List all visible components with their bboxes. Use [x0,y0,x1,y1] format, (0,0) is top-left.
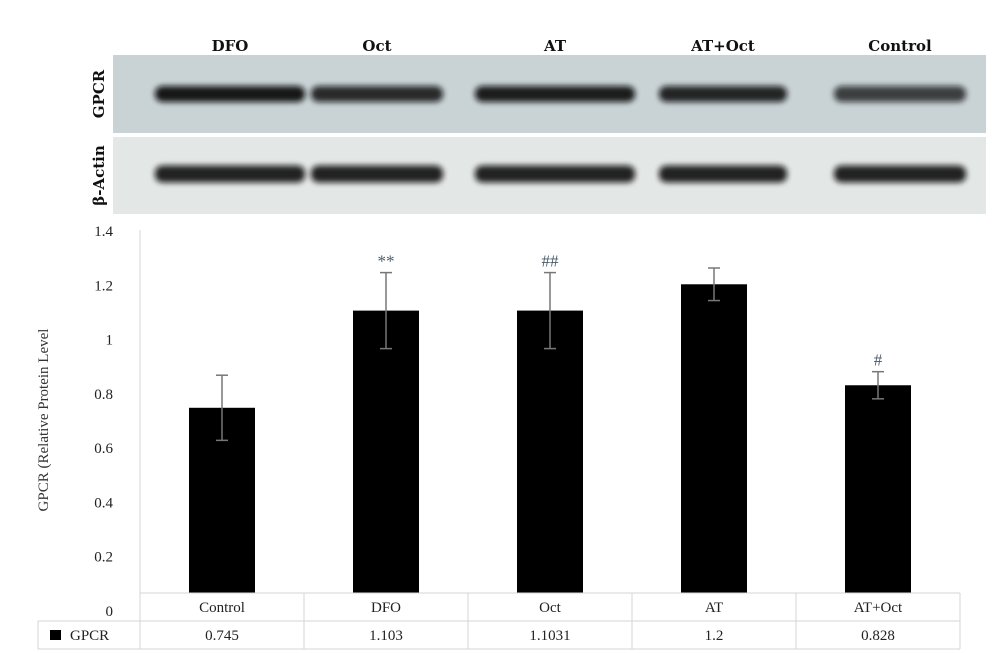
protein-band [659,165,787,183]
y-tick-label: 1.2 [94,278,113,294]
y-tick-label: 0 [106,604,114,620]
legend-label: GPCR [70,628,109,644]
lane-label: DFO [212,37,249,55]
lane-label: Oct [362,37,391,55]
data-table-value: 0.745 [205,628,239,644]
category-label: AT [705,600,723,616]
lane-label: AT+Oct [690,37,755,55]
western-blot-image: DFO Oct AT AT+Oct Control GPCR β-Actin [90,37,986,214]
lane-label: Control [868,37,932,55]
significance-marker: ** [378,252,395,271]
bar [353,310,419,593]
significance-marker: ## [542,252,560,271]
bar [517,310,583,593]
data-table-value: 1.103 [369,628,403,644]
protein-band [475,86,635,102]
protein-band [311,165,443,183]
legend-swatch [50,630,61,640]
category-label: Oct [539,600,561,616]
blot-row-label: β-Actin [90,145,108,206]
y-tick-label: 0.2 [94,550,113,566]
data-table-value: 0.828 [861,628,895,644]
protein-band [834,165,966,183]
y-tick-label: 0.6 [94,441,113,457]
protein-band [155,165,305,183]
protein-band [311,86,443,102]
y-axis-label: GPCR (Relative Protein Level [36,329,52,512]
data-table-value: 1.2 [705,628,724,644]
category-label: Control [199,600,245,616]
bar [681,284,747,593]
bar [845,385,911,593]
data-table-value: 1.1031 [529,628,570,644]
blot-row-label: GPCR [90,69,108,118]
y-tick-label: 1 [106,333,114,349]
lane-label: AT [543,37,567,55]
category-label: DFO [371,600,401,616]
protein-band [155,86,305,102]
protein-band [475,165,635,183]
category-label: AT+Oct [854,600,903,616]
protein-band [834,86,966,102]
y-tick-label: 0.8 [94,387,113,403]
y-tick-label: 0.4 [94,495,113,511]
significance-marker: # [874,351,883,370]
y-tick-label: 1.4 [94,224,113,240]
protein-band [659,86,787,102]
